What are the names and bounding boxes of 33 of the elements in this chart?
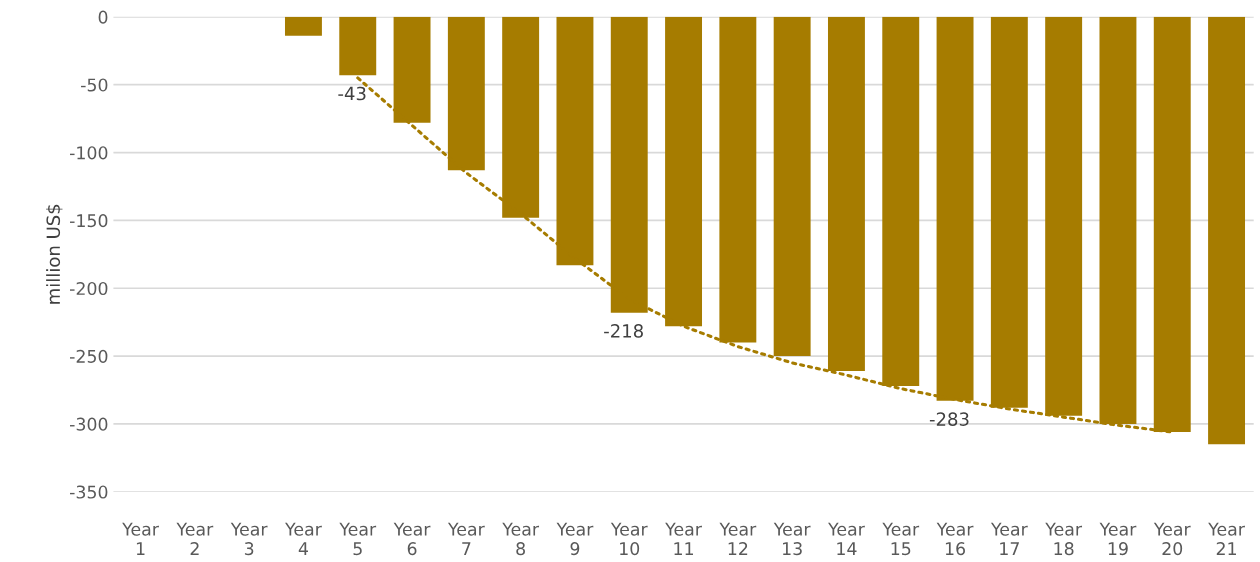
x-tick-label: Year 19 xyxy=(1099,522,1137,556)
y-tick-label: -350 xyxy=(69,485,108,499)
data-label: -218 xyxy=(604,324,643,338)
x-tick-label: Year 11 xyxy=(665,522,702,555)
x-tick-label: Year 9 xyxy=(556,522,594,556)
x-tick-label: Year 1 xyxy=(122,522,159,555)
data-label: -43 xyxy=(338,86,366,101)
y-tick-label: -300 xyxy=(69,417,108,431)
x-tick-label: Year 4 xyxy=(285,522,322,555)
x-tick-label: Year 6 xyxy=(393,522,431,556)
x-tick-label: Year 3 xyxy=(230,522,268,556)
x-tick-label: Year 7 xyxy=(447,522,485,555)
y-tick-label: 0 xyxy=(98,10,108,24)
x-tick-label: Year 13 xyxy=(773,522,811,556)
data-label: -283 xyxy=(929,412,969,426)
y-tick-label: -150 xyxy=(69,214,108,228)
x-tick-label: Year 16 xyxy=(936,522,974,556)
x-tick-label: Year 5 xyxy=(339,522,377,556)
x-tick-label: Year 10 xyxy=(610,522,648,556)
x-tick-label: Year 14 xyxy=(828,522,865,555)
x-tick-label: Year 20 xyxy=(1153,522,1191,556)
x-tick-label: Year 12 xyxy=(719,522,757,555)
x-tick-label: Year 21 xyxy=(1208,522,1245,555)
x-tick-label: Year 8 xyxy=(502,522,540,556)
x-tick-label: Year 15 xyxy=(882,522,920,556)
y-axis-title: million US$ xyxy=(46,204,63,304)
y-tick-label: -50 xyxy=(81,78,108,92)
x-tick-label: Year 18 xyxy=(1045,522,1083,556)
y-tick-label: -100 xyxy=(69,146,108,160)
y-tick-label: -250 xyxy=(69,349,108,363)
x-tick-label: Year 17 xyxy=(990,522,1028,555)
y-tick-label: -200 xyxy=(69,281,108,296)
x-tick-label: Year 2 xyxy=(176,522,214,555)
